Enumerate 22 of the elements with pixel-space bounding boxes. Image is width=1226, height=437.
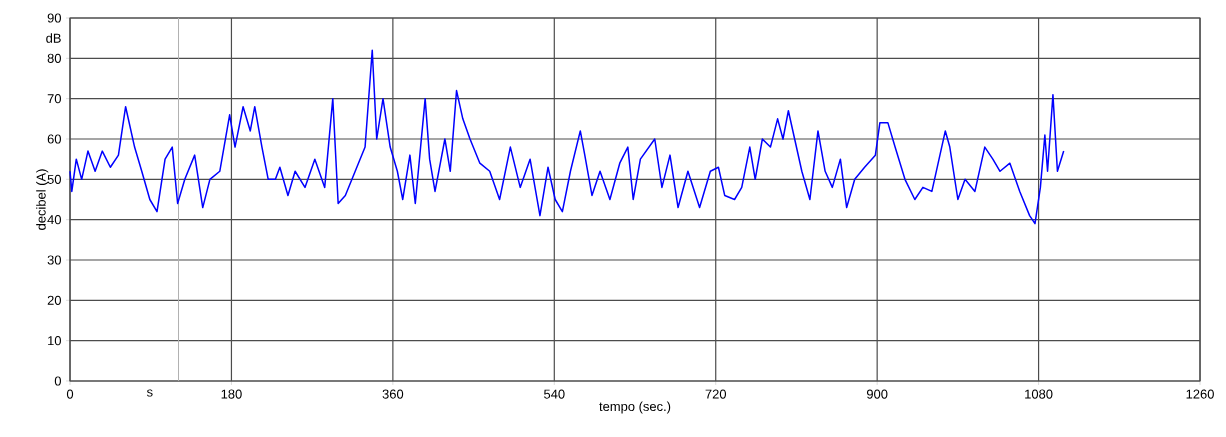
x-tick-label: 720: [705, 389, 727, 399]
y-tick-label: 60: [47, 134, 61, 144]
y-tick-label: 50: [47, 174, 61, 184]
x-tick-label: 900: [866, 389, 888, 399]
y-tick-label: 40: [47, 215, 61, 225]
y-tick-label: 20: [47, 295, 61, 305]
x-tick-label: 1080: [1025, 389, 1053, 399]
line-series: [69, 49, 1065, 225]
x-tick-label: 540: [544, 389, 565, 399]
x-tick-label: 180: [221, 389, 242, 399]
text: s: [146, 389, 153, 397]
x-tick-label: 1260: [1186, 389, 1214, 399]
x-tick-label: 360: [382, 389, 404, 399]
y-tick-label: 10: [48, 336, 61, 346]
x-tick-label: 0: [66, 389, 74, 399]
x-axis-title: tempo (sec.): [599, 401, 671, 414]
text: dB: [46, 33, 61, 43]
y-tick-label: 80: [47, 53, 61, 63]
y-tick-label: 70: [47, 94, 61, 104]
y-tick-label: 90: [47, 13, 61, 23]
y-tick-label: 0: [54, 376, 61, 386]
y-tick-label: 30: [47, 255, 61, 265]
